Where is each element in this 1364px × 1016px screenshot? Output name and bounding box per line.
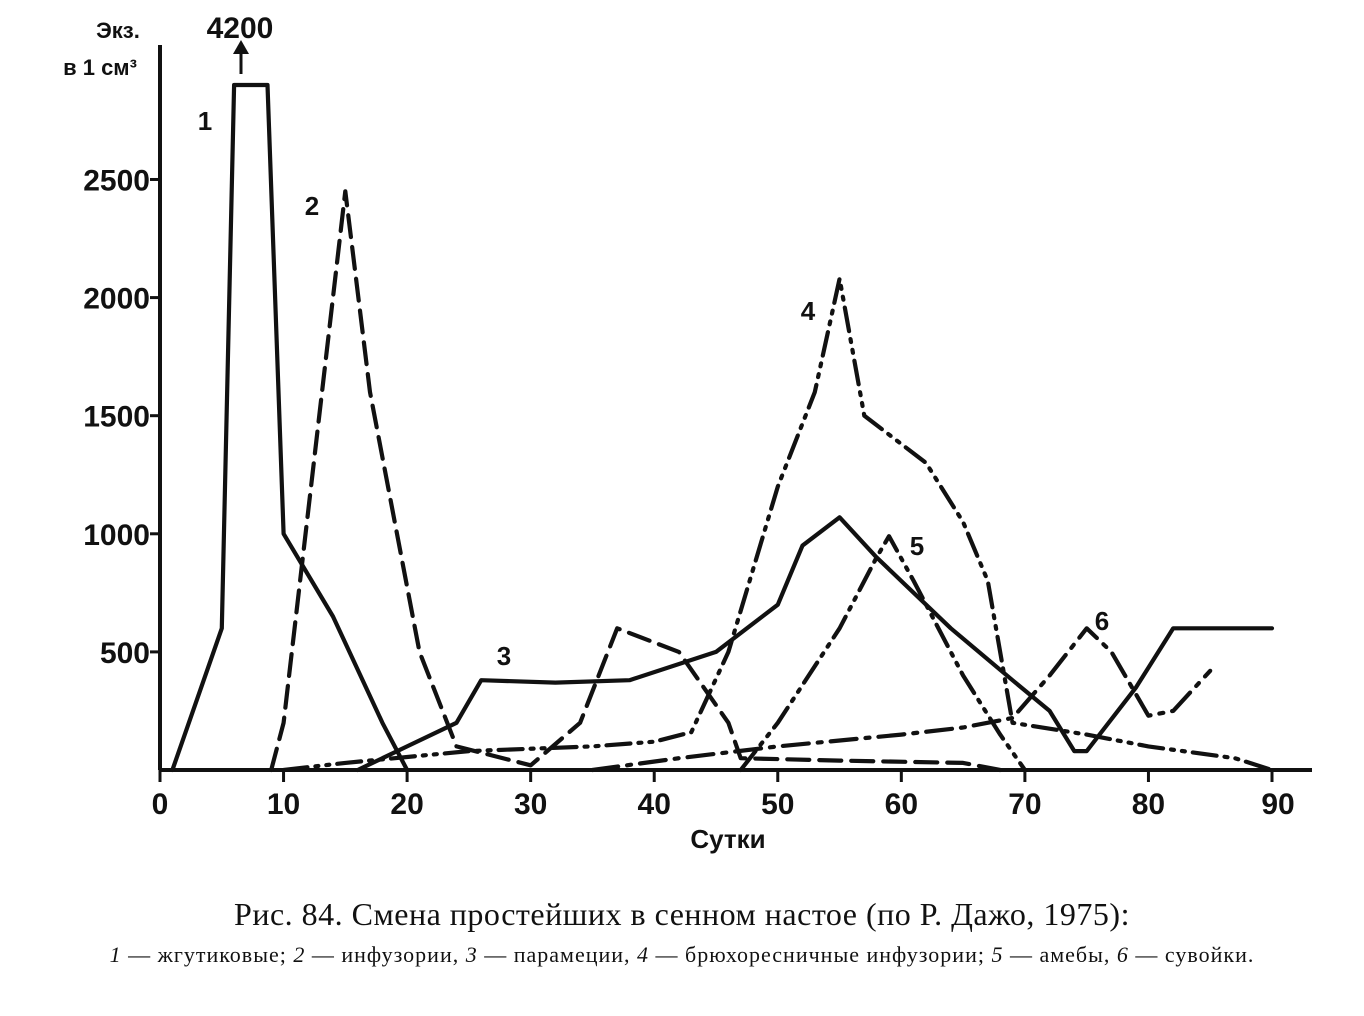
- y-axis-label-line2: в 1 см³: [63, 55, 137, 80]
- series-line-3: [355, 515, 1275, 773]
- legend-number: 2: [293, 942, 306, 967]
- legend-text: — жгутиковые;: [121, 942, 294, 967]
- x-tick-label: 30: [514, 788, 547, 821]
- legend-entry-1: 1 — жгутиковые;: [110, 942, 294, 967]
- y-tick-label: 1500: [83, 401, 150, 434]
- x-tick-label: 90: [1261, 788, 1294, 821]
- series-label-1: 1: [198, 106, 212, 136]
- figure-caption-legend: 1 — жгутиковые; 2 — инфузории, 3 — парам…: [0, 940, 1364, 970]
- x-tick-label: 20: [390, 788, 423, 821]
- y-tick-label: 2000: [83, 283, 150, 316]
- legend-text: — брюхоресничные инфузории;: [649, 942, 992, 967]
- series-line-6: [590, 626, 1213, 773]
- legend-number: 6: [1116, 942, 1129, 967]
- legend-entry-2: 2 — инфузории,: [293, 942, 465, 967]
- chart-series: [170, 82, 1275, 773]
- y-axis-label-line1: Экз.: [96, 18, 140, 43]
- series-label-3: 3: [497, 641, 511, 671]
- x-tick-label: 10: [267, 788, 300, 821]
- y-tick-label: 500: [100, 637, 150, 670]
- x-tick-label: 40: [638, 788, 671, 821]
- x-tick-label: 70: [1008, 788, 1041, 821]
- series-line-5: [738, 534, 1027, 773]
- legend-text: — амебы,: [1003, 942, 1117, 967]
- overflow-arrow-head: [233, 40, 249, 54]
- y-tick-label: 1000: [83, 519, 150, 552]
- series-line-1: [170, 82, 410, 773]
- legend-number: 3: [465, 942, 478, 967]
- legend-text: — парамеции,: [477, 942, 638, 967]
- x-tick-label: 0: [152, 788, 169, 821]
- legend-number: 5: [991, 942, 1004, 967]
- legend-entry-3: 3 — парамеции,: [466, 942, 637, 967]
- x-tick-label: 50: [761, 788, 794, 821]
- x-tick-label: 60: [885, 788, 918, 821]
- series-line-2: [269, 189, 1003, 773]
- chart: 0 10 20 30 40 50 60 70 80 90 500 1000 1500 2000 2500 Эк…: [63, 12, 1312, 854]
- legend-number: 4: [637, 942, 650, 967]
- legend-text: — сувойки.: [1128, 942, 1255, 967]
- chart-labels: 1 2 3 4 5 6: [198, 106, 1109, 671]
- x-tick-label: 80: [1132, 788, 1165, 821]
- x-axis-label: Сутки: [690, 824, 765, 854]
- series-label-6: 6: [1095, 606, 1109, 636]
- legend-entry-4: 4 — брюхоресничные инфузории;: [637, 942, 991, 967]
- series-label-2: 2: [305, 191, 319, 221]
- legend-text: — инфузории,: [305, 942, 466, 967]
- y-tick-label: 2500: [83, 164, 150, 197]
- figure-caption: Рис. 84. Смена простейших в сенном насто…: [234, 896, 1130, 932]
- series-label-4: 4: [801, 296, 816, 326]
- chart-axes: 0 10 20 30 40 50 60 70 80 90 500 1000 1500 2000 2500 Эк…: [63, 12, 1312, 854]
- series-label-5: 5: [910, 531, 924, 561]
- legend-entry-6: 6 — сувойки.: [1117, 942, 1254, 967]
- legend-number: 1: [109, 942, 122, 967]
- overflow-value-label: 4200: [207, 12, 274, 45]
- series-line-4: [281, 276, 1275, 773]
- legend-entry-5: 5 — амебы,: [991, 942, 1116, 967]
